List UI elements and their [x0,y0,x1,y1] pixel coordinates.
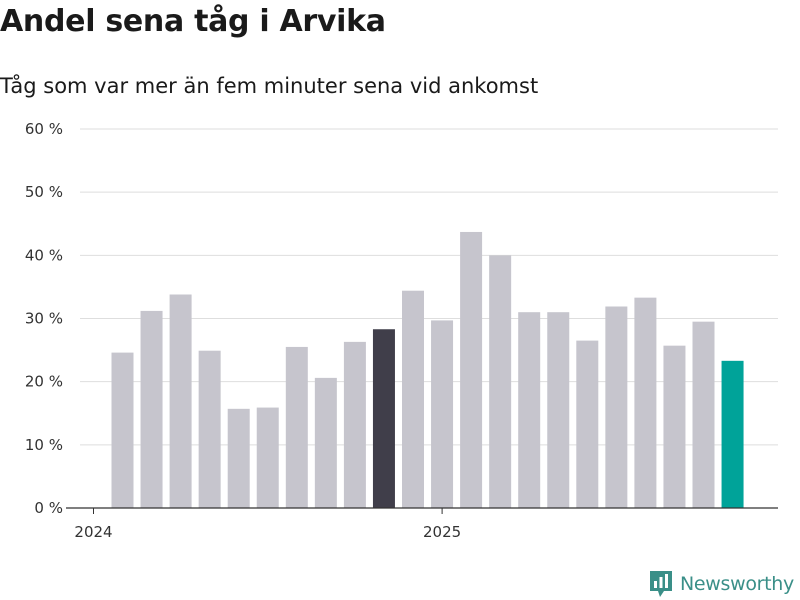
bar-2025-05 [576,340,599,508]
bar-2024-08 [314,377,337,508]
x-axis-ticks: 2024 2025 [74,508,461,541]
bar-2024-11 [402,290,424,508]
x-tick-label: 2024 [74,523,112,541]
bar-2024-12 [431,320,454,508]
bar-2024-10 [372,329,395,508]
y-axis-tick-labels: 0 % 10 % 20 % 30 % 40 % 50 % 60 % [25,120,63,517]
y-tick-label: 20 % [25,373,63,391]
y-tick-label: 40 % [25,246,63,264]
bar-2024-03 [169,294,192,508]
bar-2025-02 [489,255,512,508]
bar-2025-09 [692,321,715,508]
brand-logo: Newsworthy [648,568,794,600]
bar-2024-01 [111,352,134,508]
chart-title: Andel sena tåg i Arvika [0,4,386,39]
bar-2025-08 [663,345,686,508]
chart-subtitle: Tåg som var mer än fem minuter sena vid … [0,74,539,98]
y-tick-label: 10 % [25,436,63,454]
bar-2025-03 [518,312,541,508]
brand-name: Newsworthy [679,573,794,595]
bar-2024-06 [256,407,279,508]
bar-2024-04 [198,350,221,508]
x-tick-label: 2025 [423,523,461,541]
bar-2024-02 [140,310,163,508]
bar-2025-07 [634,297,657,508]
bar-2025-01 [460,231,483,508]
bar-chart: 0 % 10 % 20 % 30 % 40 % 50 % 60 % 2024 2025 [25,120,778,541]
y-tick-label: 50 % [25,183,63,201]
bar-2024-09 [343,341,366,508]
grid-lines [80,128,778,446]
bar-2024-07 [285,346,308,508]
bar-2025-10 [721,360,744,508]
newsworthy-logo-icon [649,571,672,597]
bar-2025-06 [605,306,628,508]
y-tick-label: 30 % [25,310,63,328]
y-tick-label: 0 % [34,499,63,517]
bars [111,231,744,508]
bar-2025-04 [547,312,570,508]
y-tick-label: 60 % [25,120,63,138]
bar-2024-05 [227,408,250,508]
